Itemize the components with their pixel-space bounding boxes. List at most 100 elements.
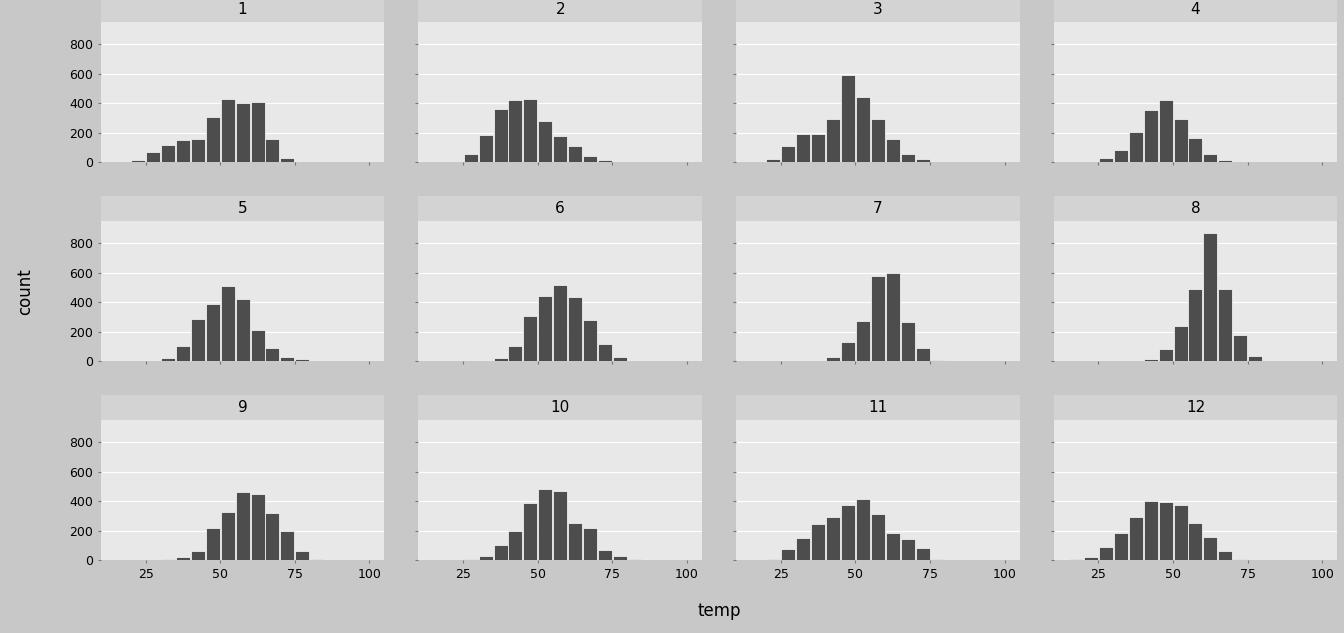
Bar [583, 529, 597, 560]
FancyBboxPatch shape [737, 395, 1020, 420]
Text: 4: 4 [1191, 2, 1200, 17]
Bar [310, 559, 324, 560]
Bar [1218, 289, 1232, 361]
FancyBboxPatch shape [418, 395, 702, 420]
Bar [841, 505, 855, 560]
Bar [508, 100, 523, 162]
Bar [900, 322, 915, 361]
Bar [613, 357, 626, 361]
Text: 2: 2 [555, 2, 564, 17]
Bar [146, 152, 160, 162]
Bar [1234, 559, 1247, 560]
Bar [1159, 502, 1173, 560]
Bar [1085, 161, 1098, 162]
FancyBboxPatch shape [1054, 395, 1337, 420]
Bar [523, 316, 538, 361]
Bar [206, 116, 220, 162]
Bar [1173, 326, 1188, 361]
FancyBboxPatch shape [1054, 196, 1337, 221]
Bar [1173, 119, 1188, 162]
Bar [569, 523, 582, 560]
Bar [1188, 138, 1203, 162]
Bar [886, 273, 899, 361]
Text: 6: 6 [555, 201, 564, 216]
Bar [613, 556, 626, 560]
Bar [523, 99, 538, 162]
Bar [1218, 551, 1232, 560]
Bar [1085, 557, 1098, 560]
Bar [508, 346, 523, 361]
FancyBboxPatch shape [737, 196, 1020, 221]
Bar [871, 515, 884, 560]
Bar [1144, 501, 1157, 560]
Bar [539, 296, 552, 361]
Bar [930, 559, 945, 560]
Bar [900, 539, 915, 560]
Bar [493, 109, 508, 162]
Bar [1144, 359, 1157, 361]
Text: 10: 10 [551, 400, 570, 415]
Bar [1249, 356, 1262, 361]
Bar [1188, 289, 1203, 361]
Text: 9: 9 [238, 400, 247, 415]
Bar [191, 551, 204, 560]
Text: 8: 8 [1191, 201, 1200, 216]
Bar [915, 548, 930, 560]
Bar [827, 357, 840, 361]
Bar [539, 489, 552, 560]
Bar [265, 348, 280, 361]
Bar [930, 360, 945, 361]
Bar [176, 140, 190, 162]
Bar [176, 557, 190, 560]
Bar [554, 137, 567, 162]
FancyBboxPatch shape [737, 0, 1020, 22]
Bar [235, 492, 250, 560]
Bar [796, 134, 810, 162]
Bar [539, 121, 552, 162]
Bar [915, 348, 930, 361]
Bar [1218, 160, 1232, 162]
Bar [827, 120, 840, 162]
Bar [856, 499, 870, 560]
Bar [191, 319, 204, 361]
FancyBboxPatch shape [1054, 0, 1337, 22]
Bar [235, 299, 250, 361]
Bar [886, 533, 899, 560]
Bar [856, 97, 870, 162]
Bar [900, 154, 915, 162]
Bar [569, 297, 582, 361]
FancyBboxPatch shape [101, 395, 384, 420]
Bar [1099, 158, 1113, 162]
Bar [493, 546, 508, 560]
Bar [508, 532, 523, 560]
Bar [1203, 233, 1218, 361]
Bar [281, 530, 294, 560]
Bar [930, 161, 945, 162]
Text: 11: 11 [868, 400, 887, 415]
Bar [220, 286, 235, 361]
Text: count: count [16, 268, 34, 315]
Bar [781, 549, 796, 560]
Text: 5: 5 [238, 201, 247, 216]
Bar [1203, 154, 1218, 162]
Bar [1203, 537, 1218, 560]
Bar [1234, 161, 1247, 162]
Bar [554, 491, 567, 560]
Bar [478, 135, 493, 162]
Bar [1129, 517, 1142, 560]
Bar [812, 134, 825, 162]
Bar [1188, 523, 1203, 560]
Bar [478, 556, 493, 560]
Bar [296, 551, 309, 560]
Bar [464, 154, 477, 162]
Bar [598, 550, 612, 560]
Bar [220, 99, 235, 162]
Bar [206, 529, 220, 560]
FancyBboxPatch shape [101, 0, 384, 22]
Bar [1099, 547, 1113, 560]
Bar [766, 559, 781, 560]
Bar [235, 103, 250, 162]
Bar [493, 358, 508, 361]
Bar [871, 120, 884, 162]
FancyBboxPatch shape [418, 0, 702, 22]
